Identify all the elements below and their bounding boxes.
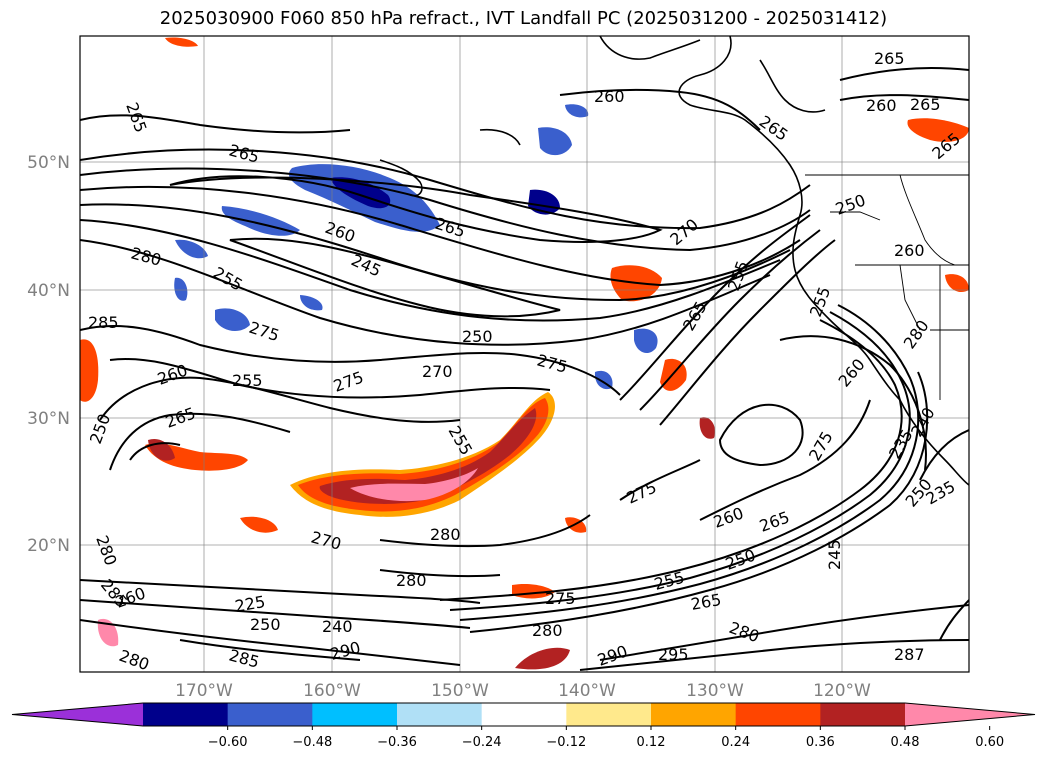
- borders: [805, 174, 969, 400]
- pink-patch: [350, 468, 478, 502]
- blue-patch: [300, 295, 323, 311]
- contour-label: 260: [894, 241, 925, 260]
- colorbar-tick-label: 0.36: [806, 735, 835, 750]
- colorbar-tick-label: −0.24: [462, 735, 502, 750]
- red-patch: [945, 274, 969, 293]
- map-title: 2025030900 F060 850 hPa refract., IVT La…: [159, 8, 888, 29]
- colorbar-tick-label: −0.48: [292, 735, 332, 750]
- contour-label: 255: [232, 371, 263, 390]
- colorbar-tick-label: 0.60: [975, 735, 1004, 750]
- contour-label: 245: [825, 539, 844, 570]
- colorbar-segment: [227, 703, 313, 726]
- colorbar-segment: [651, 703, 737, 726]
- contour-label: 265: [874, 49, 905, 68]
- darkred-patch: [515, 647, 570, 670]
- red-patch: [907, 118, 969, 142]
- contour-label: 260: [594, 87, 625, 106]
- red-patch: [80, 339, 99, 402]
- colorbar-tick-label: −0.36: [377, 735, 417, 750]
- colorbar-outline: [11, 702, 1036, 727]
- lat-label: 30°N: [27, 409, 70, 429]
- coastlines: [379, 36, 969, 486]
- contour-label: 295: [658, 645, 689, 664]
- red-patch: [165, 37, 198, 47]
- contour-label: 275: [545, 589, 576, 608]
- colorbar-extend-high: [905, 703, 1035, 726]
- colorbar-segment: [735, 703, 821, 726]
- blue-patch: [565, 104, 589, 118]
- map-panel: 265 260 265 265 260 265 250 265 260 265 …: [80, 36, 969, 672]
- red-patch: [240, 516, 278, 533]
- contour-label: 250: [462, 327, 493, 346]
- contour-label: 265: [910, 95, 941, 114]
- colorbar-segment: [820, 703, 906, 726]
- colorbar-extend-low: [12, 703, 143, 726]
- lon-label: 140°W: [558, 681, 616, 701]
- contour-lines: [80, 67, 969, 671]
- pink-patch: [97, 618, 119, 647]
- shaded-field: [80, 37, 969, 670]
- colorbar: −0.60 −0.48 −0.36 −0.24 −0.12 0.12 0.24 0.36 0.4…: [11, 702, 1036, 750]
- latitude-axis: 50°N 40°N 30°N 20°N: [27, 153, 70, 556]
- lon-label: 170°W: [175, 681, 233, 701]
- blue-patch: [538, 127, 572, 156]
- lat-label: 40°N: [27, 281, 70, 301]
- colorbar-segment: [397, 703, 483, 726]
- colorbar-tick-label: −0.60: [208, 735, 248, 750]
- contour-label: 260: [866, 96, 897, 115]
- blue-patch: [528, 189, 560, 215]
- contour-label: 270: [422, 362, 453, 381]
- lat-label: 50°N: [27, 153, 70, 173]
- graticule: [80, 36, 969, 672]
- red-patch: [699, 417, 716, 439]
- blue-patch: [174, 277, 188, 301]
- longitude-axis: 170°W 160°W 150°W 140°W 130°W 120°W: [175, 681, 871, 701]
- colorbar-tick-label: 0.12: [637, 735, 666, 750]
- contour-label: 287: [894, 645, 925, 664]
- blue-patch: [215, 308, 250, 332]
- colorbar-tick-label: 0.24: [721, 735, 750, 750]
- lon-label: 130°W: [686, 681, 744, 701]
- contour-label: 250: [250, 615, 281, 634]
- contour-label: 280: [430, 525, 461, 544]
- colorbar-segment: [312, 703, 398, 726]
- contour-label: 285: [88, 313, 119, 332]
- colorbar-segment: [566, 703, 652, 726]
- darkred-patch: [319, 408, 537, 504]
- contour-label: 280: [532, 621, 563, 640]
- contour-label: 240: [322, 617, 353, 636]
- blue-patch: [175, 239, 208, 259]
- colorbar-tick-label: 0.48: [891, 735, 920, 750]
- lat-label: 20°N: [27, 536, 70, 556]
- map-frame: [79, 35, 970, 673]
- blue-patch: [634, 328, 658, 354]
- lon-label: 150°W: [431, 681, 489, 701]
- lon-label: 160°W: [303, 681, 361, 701]
- colorbar-segment: [481, 703, 567, 726]
- lon-label: 120°W: [813, 681, 871, 701]
- colorbar-segment: [143, 703, 229, 726]
- contour-label: 280: [396, 571, 427, 590]
- colorbar-tick-label: −0.12: [546, 735, 586, 750]
